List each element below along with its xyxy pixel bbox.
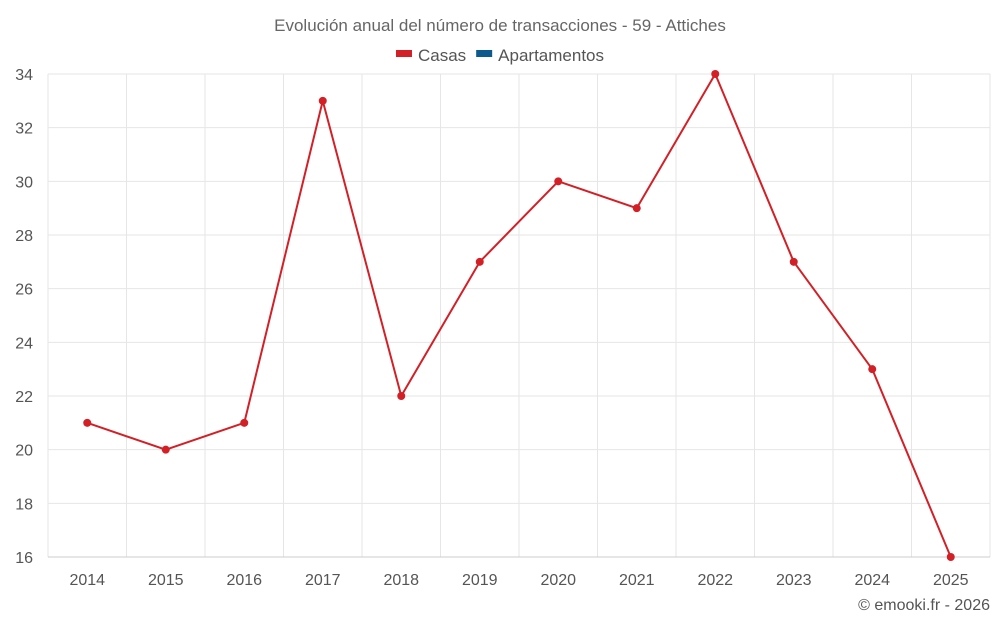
y-axis: 16 18 20 22 24 26 28 30 32 34 bbox=[15, 67, 33, 567]
x-axis: 2014 2015 2016 2017 2018 2019 2020 2021 2022 2023… bbox=[69, 572, 968, 589]
data-point[interactable] bbox=[632, 204, 641, 213]
x-tick-label: 2015 bbox=[148, 572, 184, 589]
data-point[interactable] bbox=[397, 392, 406, 400]
chart-title: Evolución anual del número de transaccio… bbox=[274, 16, 726, 35]
data-point[interactable] bbox=[240, 418, 249, 427]
x-tick-label: 2023 bbox=[776, 572, 812, 589]
x-tick-label: 2025 bbox=[933, 572, 969, 589]
y-tick-label: 30 bbox=[15, 174, 33, 191]
grid bbox=[47, 73, 991, 558]
y-tick-label: 24 bbox=[15, 335, 33, 352]
series-group bbox=[83, 70, 955, 561]
credit: © emooki.fr - 2026 bbox=[858, 597, 990, 614]
x-tick-label: 2019 bbox=[462, 572, 498, 589]
data-point[interactable] bbox=[868, 365, 877, 374]
y-tick-label: 28 bbox=[15, 228, 33, 245]
x-tick-label: 2018 bbox=[383, 572, 419, 589]
legend: Casas Apartamentos bbox=[395, 46, 604, 65]
legend-label-casas[interactable]: Casas bbox=[418, 46, 466, 65]
legend-label-apartamentos[interactable]: Apartamentos bbox=[498, 46, 604, 65]
y-tick-label: 26 bbox=[15, 282, 33, 299]
y-tick-label: 34 bbox=[15, 67, 33, 84]
data-point[interactable] bbox=[946, 553, 955, 561]
y-tick-label: 16 bbox=[15, 550, 33, 567]
legend-swatch-casas bbox=[395, 50, 412, 57]
x-tick-label: 2014 bbox=[69, 572, 105, 589]
x-tick-label: 2017 bbox=[305, 572, 341, 589]
y-tick-label: 18 bbox=[15, 496, 33, 513]
x-tick-label: 2021 bbox=[619, 572, 655, 589]
data-point[interactable] bbox=[318, 96, 327, 105]
data-point[interactable] bbox=[711, 70, 720, 78]
data-point[interactable] bbox=[475, 257, 484, 266]
data-point[interactable] bbox=[789, 257, 798, 266]
y-tick-label: 20 bbox=[15, 443, 33, 460]
data-point[interactable] bbox=[161, 445, 170, 454]
x-tick-label: 2024 bbox=[854, 572, 890, 589]
data-point[interactable] bbox=[83, 418, 92, 427]
y-tick-label: 32 bbox=[15, 121, 33, 138]
x-tick-label: 2022 bbox=[697, 572, 733, 589]
y-tick-label: 22 bbox=[15, 389, 33, 406]
x-tick-label: 2016 bbox=[226, 572, 262, 589]
data-point[interactable] bbox=[554, 177, 563, 186]
series-line-casas bbox=[86, 73, 952, 558]
legend-swatch-apartamentos bbox=[476, 50, 493, 57]
x-tick-label: 2020 bbox=[540, 572, 576, 589]
